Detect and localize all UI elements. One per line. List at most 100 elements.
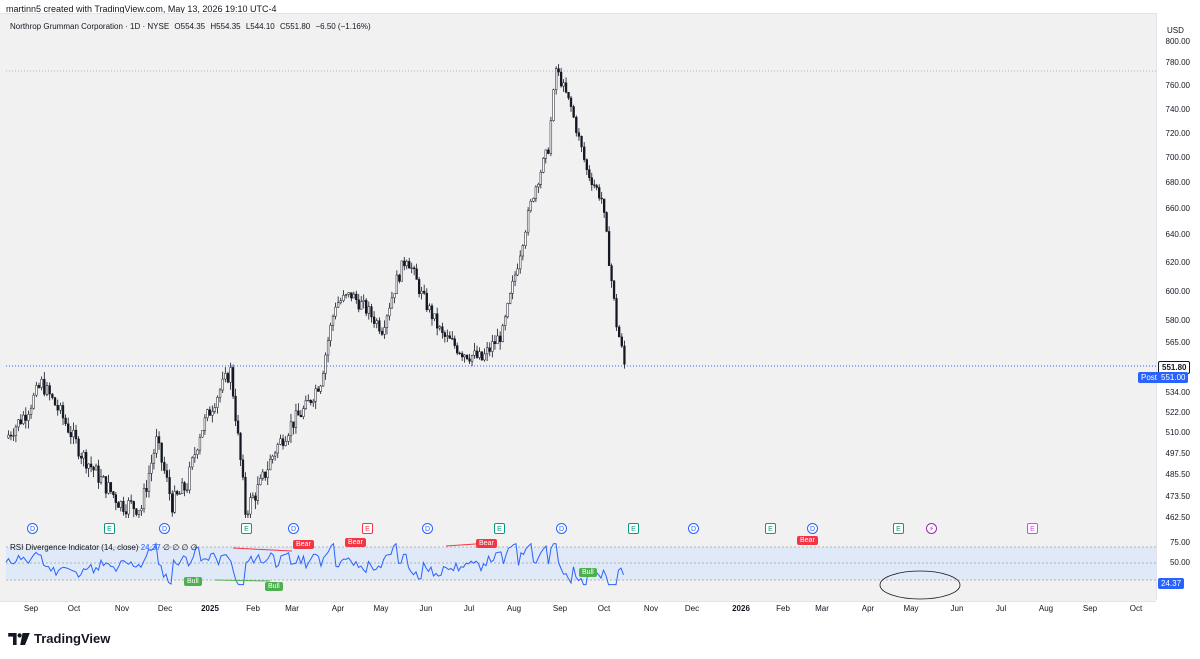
candle-body bbox=[534, 186, 538, 199]
candle-body bbox=[122, 501, 125, 512]
drawn-ellipse-annotation bbox=[879, 570, 961, 600]
candle-body bbox=[165, 470, 169, 478]
candle-body bbox=[380, 330, 384, 335]
dividend-marker-icon[interactable]: D bbox=[288, 523, 299, 534]
candle-body bbox=[107, 482, 110, 494]
candle-body bbox=[547, 149, 550, 154]
earnings-marker-icon[interactable]: E bbox=[1027, 523, 1038, 534]
candle-body bbox=[22, 414, 25, 424]
price-tick-label: 565.00 bbox=[1165, 338, 1190, 347]
currency-label[interactable]: USD bbox=[1167, 26, 1184, 35]
time-axis-label: Apr bbox=[331, 604, 345, 613]
bear-divergence-label: Bear bbox=[293, 540, 314, 549]
bull-divergence-label: Bull bbox=[184, 577, 202, 586]
candle-body bbox=[367, 306, 370, 314]
earnings-marker-icon[interactable]: E bbox=[494, 523, 505, 534]
candle-body bbox=[562, 82, 565, 87]
price-tick-label: 740.00 bbox=[1165, 105, 1190, 114]
candle-body bbox=[234, 395, 237, 422]
candle-body bbox=[61, 405, 65, 419]
candle-body bbox=[99, 476, 103, 483]
candle-body bbox=[180, 482, 184, 494]
tradingview-brand: TradingView bbox=[8, 631, 110, 646]
candle-body bbox=[94, 465, 98, 471]
candle-body bbox=[334, 306, 337, 317]
candle-body bbox=[615, 298, 618, 328]
candle-body bbox=[102, 476, 105, 478]
candle-body bbox=[516, 268, 519, 276]
candle-body bbox=[226, 373, 230, 383]
candle-body bbox=[415, 268, 418, 280]
ohlc-close: C551.80 bbox=[279, 22, 311, 31]
time-axis[interactable]: Sep Oct Nov Dec 2025 Feb Mar Apr May Jun Jul Aug Sep… bbox=[0, 600, 1156, 618]
candle-body bbox=[29, 407, 33, 415]
dividend-marker-icon[interactable]: D bbox=[422, 523, 433, 534]
price-tick-label: 620.00 bbox=[1165, 258, 1190, 267]
candle-body bbox=[506, 303, 509, 318]
bear-divergence-label: Bear bbox=[476, 539, 497, 548]
candle-body bbox=[160, 442, 163, 463]
earnings-marker-icon[interactable]: E bbox=[893, 523, 904, 534]
candle-body bbox=[130, 500, 133, 502]
candle-body bbox=[304, 400, 307, 409]
candle-body bbox=[302, 408, 305, 417]
candle-body bbox=[504, 316, 507, 326]
candle-body bbox=[398, 274, 401, 282]
candle-body bbox=[147, 473, 151, 492]
candle-body bbox=[64, 417, 67, 425]
candle-body bbox=[241, 459, 245, 478]
dividend-marker-icon[interactable]: D bbox=[688, 523, 699, 534]
dividend-marker-icon[interactable]: D bbox=[159, 523, 170, 534]
candle-body bbox=[239, 432, 242, 461]
bull-divergence-label: Bull bbox=[579, 568, 597, 577]
earnings-marker-icon[interactable]: E bbox=[628, 523, 639, 534]
candle-body bbox=[453, 338, 456, 346]
time-axis-label: Jul bbox=[463, 604, 475, 613]
candle-body bbox=[537, 184, 540, 188]
rsi-legend[interactable]: RSI Divergence Indicator (14, close) 24.… bbox=[10, 543, 198, 552]
dividend-marker-icon[interactable]: D bbox=[807, 523, 818, 534]
time-axis-label: Oct bbox=[597, 604, 611, 613]
candle-body bbox=[104, 476, 108, 494]
time-axis-label: Nov bbox=[114, 604, 130, 613]
candle-body bbox=[216, 396, 219, 408]
candle-body bbox=[292, 421, 295, 428]
candle-body bbox=[297, 410, 300, 416]
candle-body bbox=[137, 510, 141, 515]
candle-body bbox=[423, 290, 426, 294]
earnings-marker-icon[interactable]: E bbox=[765, 523, 776, 534]
candle-body bbox=[246, 513, 250, 516]
candle-body bbox=[612, 280, 616, 299]
candle-body bbox=[140, 508, 143, 512]
candle-body bbox=[463, 354, 466, 358]
candle-body bbox=[448, 335, 451, 339]
dividend-marker-icon[interactable]: D bbox=[27, 523, 38, 534]
earnings-marker-icon[interactable]: E bbox=[362, 523, 373, 534]
price-scale[interactable] bbox=[1156, 13, 1200, 600]
time-axis-label: Jun bbox=[950, 604, 964, 613]
split-event-icon[interactable]: ⚡ bbox=[926, 523, 937, 534]
time-axis-label: Mar bbox=[815, 604, 829, 613]
candle-body bbox=[312, 400, 315, 404]
price-tick-label: 660.00 bbox=[1165, 204, 1190, 213]
candle-body bbox=[117, 502, 120, 508]
main-chart-area[interactable] bbox=[0, 13, 1156, 602]
time-axis-label: Apr bbox=[861, 604, 875, 613]
dividend-marker-icon[interactable]: D bbox=[556, 523, 567, 534]
time-axis-label: Mar bbox=[285, 604, 299, 613]
candle-body bbox=[526, 210, 530, 233]
symbol-title[interactable]: Northrop Grumman Corporation · 1D · NYSE bbox=[10, 22, 170, 31]
candle-body bbox=[362, 299, 365, 302]
candle-body bbox=[511, 280, 514, 294]
rsi-level-50: 50.00 bbox=[1169, 558, 1190, 567]
candle-body bbox=[580, 136, 583, 148]
earnings-marker-icon[interactable]: E bbox=[241, 523, 252, 534]
candle-body bbox=[443, 332, 446, 337]
candle-body bbox=[542, 158, 545, 173]
candle-body bbox=[254, 495, 257, 501]
candle-body bbox=[532, 198, 535, 202]
candle-body bbox=[191, 457, 194, 468]
candle-body bbox=[74, 429, 78, 440]
earnings-marker-icon[interactable]: E bbox=[104, 523, 115, 534]
